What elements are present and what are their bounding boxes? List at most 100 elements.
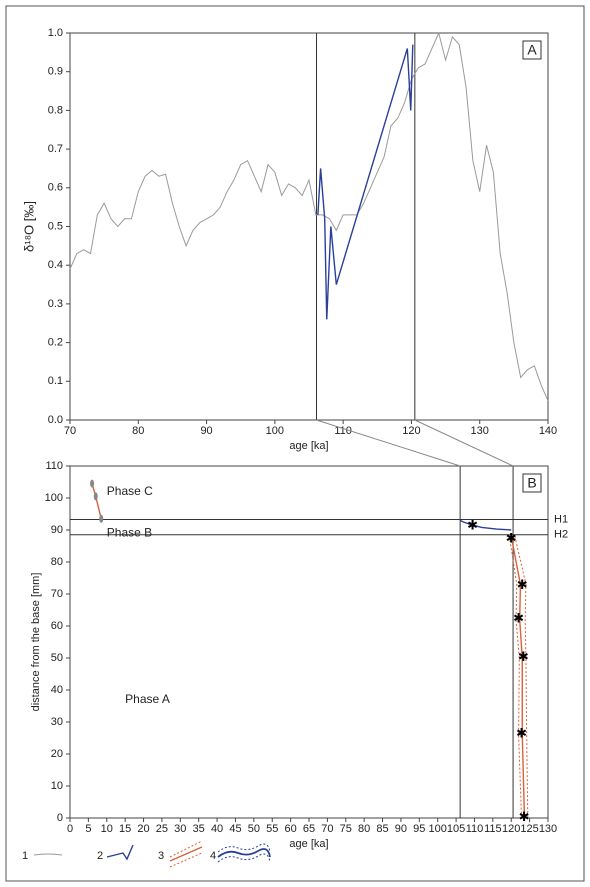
y-axis-label: δ¹⁸O [‰] — [21, 201, 36, 252]
y-tick-label: 0 — [57, 812, 63, 824]
x-tick-label: 80 — [132, 425, 144, 437]
legend-symbol — [33, 853, 63, 856]
date-point: ✱ — [506, 530, 517, 545]
y-tick-label: 80 — [51, 556, 63, 568]
legend-label: 3 — [158, 850, 164, 862]
legend-symbol — [217, 848, 271, 858]
x-tick-label: 140 — [539, 425, 557, 437]
connector — [414, 419, 514, 467]
panel-label-box — [522, 40, 542, 60]
y-axis-label: distance from the base [mm] — [30, 573, 42, 712]
x-tick-label: 50 — [248, 823, 260, 835]
panel-label: B — [527, 475, 536, 491]
x-tick-label: 120 — [402, 425, 420, 437]
y-tick-label: 0.0 — [48, 414, 63, 426]
x-tick-label: 125 — [520, 823, 538, 835]
hline-label: H2 — [554, 529, 568, 541]
confidence-line — [514, 536, 529, 819]
y-tick-label: 0.6 — [48, 182, 63, 194]
x-tick-label: 55 — [266, 823, 278, 835]
frame — [5, 5, 585, 882]
panel-label-box — [522, 473, 542, 493]
x-tick-label: 25 — [156, 823, 168, 835]
y-tick-label: 0.9 — [48, 66, 63, 78]
hline-label: H1 — [554, 513, 568, 525]
date-point: ✱ — [513, 610, 524, 625]
legend-label: 4 — [210, 850, 216, 862]
x-tick-label: 15 — [119, 823, 131, 835]
sample-point — [99, 514, 104, 523]
x-tick-label: 5 — [85, 823, 91, 835]
x-tick-label: 80 — [358, 823, 370, 835]
x-tick-label: 100 — [266, 425, 284, 437]
y-tick-label: 10 — [51, 780, 63, 792]
x-tick-label: 0 — [67, 823, 73, 835]
y-tick-label: 0.2 — [48, 337, 63, 349]
series-line — [510, 536, 526, 819]
x-axis-label: age [ka] — [289, 440, 328, 452]
date-point: ✱ — [519, 809, 530, 824]
y-tick-label: 30 — [51, 716, 63, 728]
y-tick-label: 40 — [51, 684, 63, 696]
panel-label: A — [527, 42, 537, 58]
x-tick-label: 110 — [466, 823, 484, 835]
y-tick-label: 70 — [51, 588, 63, 600]
x-tick-label: 20 — [137, 823, 149, 835]
x-tick-label: 120 — [502, 823, 520, 835]
phase-label: Phase C — [107, 484, 153, 498]
legend-label: 2 — [97, 850, 103, 862]
series-line — [317, 44, 414, 320]
x-tick-label: 70 — [64, 425, 76, 437]
legend-symbol — [169, 840, 203, 868]
x-tick-label: 40 — [211, 823, 223, 835]
date-point: ✱ — [518, 649, 529, 664]
x-tick-label: 60 — [284, 823, 296, 835]
x-tick-label: 130 — [539, 823, 557, 835]
x-tick-label: 75 — [340, 823, 352, 835]
x-tick-label: 130 — [471, 425, 489, 437]
legend-label: 1 — [22, 850, 28, 862]
confidence-line — [508, 536, 523, 819]
y-tick-label: 20 — [51, 748, 63, 760]
plot-area — [69, 32, 549, 421]
legend-symbol — [106, 844, 134, 861]
x-tick-label: 70 — [321, 823, 333, 835]
y-tick-label: 0.3 — [48, 298, 63, 310]
x-tick-label: 35 — [193, 823, 205, 835]
x-axis-label: age [ka] — [289, 838, 328, 850]
y-tick-label: 0.1 — [48, 375, 63, 387]
x-tick-label: 65 — [303, 823, 315, 835]
x-tick-label: 110 — [334, 425, 352, 437]
y-tick-label: 0.8 — [48, 104, 63, 116]
connector — [316, 419, 461, 467]
y-tick-label: 90 — [51, 524, 63, 536]
y-tick-label: 0.4 — [48, 259, 63, 271]
y-tick-label: 1.0 — [48, 27, 63, 39]
x-tick-label: 45 — [229, 823, 241, 835]
y-tick-label: 0.5 — [48, 220, 63, 232]
date-point: ✱ — [517, 577, 528, 592]
y-tick-label: 0.7 — [48, 143, 63, 155]
series-line — [459, 519, 512, 531]
date-point: ✱ — [516, 726, 527, 741]
x-tick-label: 90 — [395, 823, 407, 835]
x-tick-label: 95 — [413, 823, 425, 835]
legend-symbol — [169, 846, 203, 862]
y-tick-label: 60 — [51, 620, 63, 632]
x-tick-label: 115 — [484, 823, 502, 835]
series-line — [69, 31, 549, 401]
x-tick-label: 30 — [174, 823, 186, 835]
sample-point — [93, 492, 98, 501]
sample-point — [90, 479, 95, 488]
y-tick-label: 50 — [51, 652, 63, 664]
date-point: ✱ — [467, 518, 478, 533]
y-tick-label: 110 — [45, 460, 63, 472]
x-tick-label: 100 — [429, 823, 447, 835]
phase-label: Phase A — [125, 692, 170, 706]
x-tick-label: 10 — [101, 823, 113, 835]
x-tick-label: 85 — [376, 823, 388, 835]
x-tick-label: 105 — [447, 823, 465, 835]
x-tick-label: 90 — [200, 425, 212, 437]
